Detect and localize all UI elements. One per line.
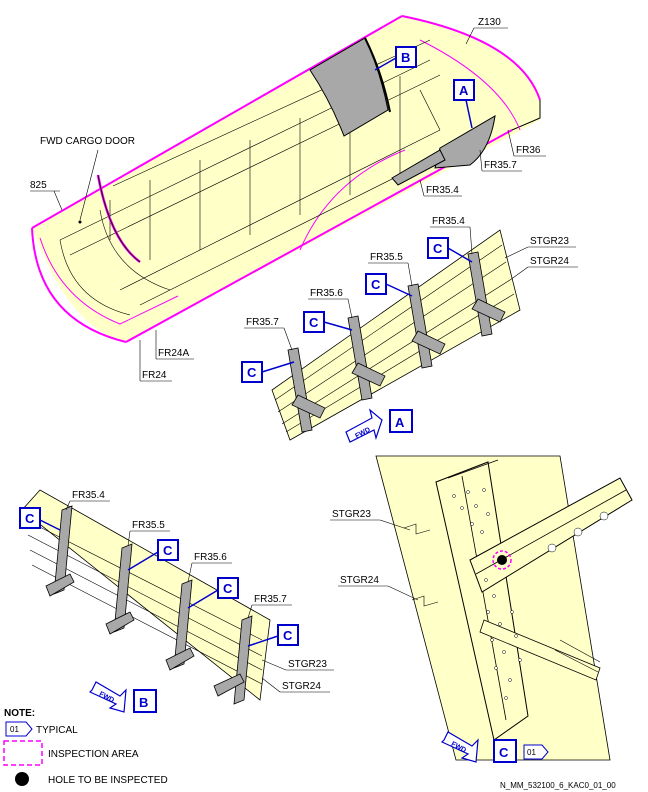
detail-a-label-fr35-4: FR35.4 — [432, 216, 465, 227]
detail-c-view: STGR23 STGR24 — [330, 455, 633, 761]
note-typical: TYPICAL — [36, 725, 78, 736]
detail-b-label-stgr24: STGR24 — [282, 681, 321, 692]
detail-b-callout-c-2[interactable]: C — [127, 539, 179, 571]
callout-b-main[interactable]: B — [374, 46, 417, 71]
detail-a-title: A — [389, 409, 413, 433]
detail-a-callout-c-3[interactable]: C — [365, 273, 413, 297]
label-fr35-4-main: FR35.4 — [426, 185, 459, 196]
note-hole: HOLE TO BE INSPECTED — [48, 775, 168, 786]
note-typical-code: 01 — [10, 725, 19, 734]
detail-a-label-fr35-7: FR35.7 — [246, 317, 279, 328]
callout-c-letter: C — [163, 543, 173, 558]
detail-a-callout-c-2[interactable]: C — [303, 311, 353, 333]
callout-a-letter: A — [459, 83, 469, 98]
drawing-reference: N_MM_532100_6_KAC0_01_00 — [500, 781, 616, 790]
detail-b-label-fr35-4: FR35.4 — [72, 490, 105, 501]
callout-b-letter: B — [401, 50, 410, 65]
callout-c-letter: C — [283, 628, 293, 643]
label-825: 825 — [30, 180, 47, 191]
detail-b-label-fr35-6: FR35.6 — [194, 552, 227, 563]
note-title: NOTE: — [4, 708, 35, 719]
detail-a-label-fr35-5: FR35.5 — [370, 252, 403, 263]
detail-b-title: B — [133, 689, 157, 713]
label-fr24a: FR24A — [158, 348, 189, 359]
detail-a-fwd-arrow: FWD — [345, 408, 383, 443]
detail-a-letter: A — [395, 415, 405, 430]
label-fwd-cargo-door: FWD CARGO DOOR — [40, 136, 135, 147]
detail-b-label-fr35-7: FR35.7 — [254, 594, 287, 605]
detail-a-callout-c-1[interactable]: C — [241, 361, 295, 383]
main-view-labels: Z130 FWD CARGO DOOR 825 FR36 FR35.7 FR35… — [30, 17, 546, 382]
inspection-area-swatch — [3, 740, 43, 766]
detail-a-label-fr35-6: FR35.6 — [310, 288, 343, 299]
fuselage-section-view — [31, 15, 541, 343]
callout-c-letter: C — [25, 511, 35, 526]
callout-c-letter: C — [309, 315, 319, 330]
hole-swatch — [15, 772, 29, 786]
detail-b-letter: B — [139, 695, 148, 710]
detail-c-letter: C — [499, 745, 509, 760]
detail-a-view: FR35.7 FR35.6 FR35.5 FR35.4 STGR23 STGR2… — [244, 216, 578, 441]
detail-b-callout-c-1[interactable]: C — [19, 507, 61, 531]
detail-b-fwd-arrow: FWD — [88, 681, 127, 713]
detail-a-label-stgr24: STGR24 — [530, 256, 569, 267]
callout-c-letter: C — [433, 241, 443, 256]
detail-c-label-stgr24: STGR24 — [340, 575, 379, 586]
detail-c-typical-code: 01 — [527, 748, 536, 757]
detail-b-callout-c-3[interactable]: C — [187, 577, 239, 609]
detail-c-title: C 01 — [493, 739, 549, 763]
label-fr36: FR36 — [516, 145, 541, 156]
detail-b-callout-c-4[interactable]: C — [247, 624, 299, 647]
detail-b-view: FR35.4 FR35.5 FR35.6 FR35.7 STGR23 STGR2… — [21, 489, 334, 705]
detail-b-label-fr35-5: FR35.5 — [132, 520, 165, 531]
note-inspection-area: INSPECTION AREA — [48, 749, 139, 760]
label-z130: Z130 — [478, 17, 501, 28]
note-legend: NOTE: 01 TYPICAL INSPECTION AREA HOLE TO… — [3, 708, 168, 786]
callout-c-letter: C — [371, 277, 381, 292]
callout-a-main[interactable]: A — [453, 79, 475, 129]
detail-b-label-stgr23: STGR23 — [288, 659, 327, 670]
detail-a-callout-c-4[interactable]: C — [427, 237, 473, 263]
callout-c-letter: C — [247, 365, 257, 380]
detail-c-label-stgr23: STGR23 — [332, 509, 371, 520]
detail-a-label-stgr23: STGR23 — [530, 236, 569, 247]
label-fr35-7-main: FR35.7 — [484, 160, 517, 171]
label-fr24: FR24 — [142, 370, 167, 381]
callout-c-letter: C — [223, 581, 233, 596]
